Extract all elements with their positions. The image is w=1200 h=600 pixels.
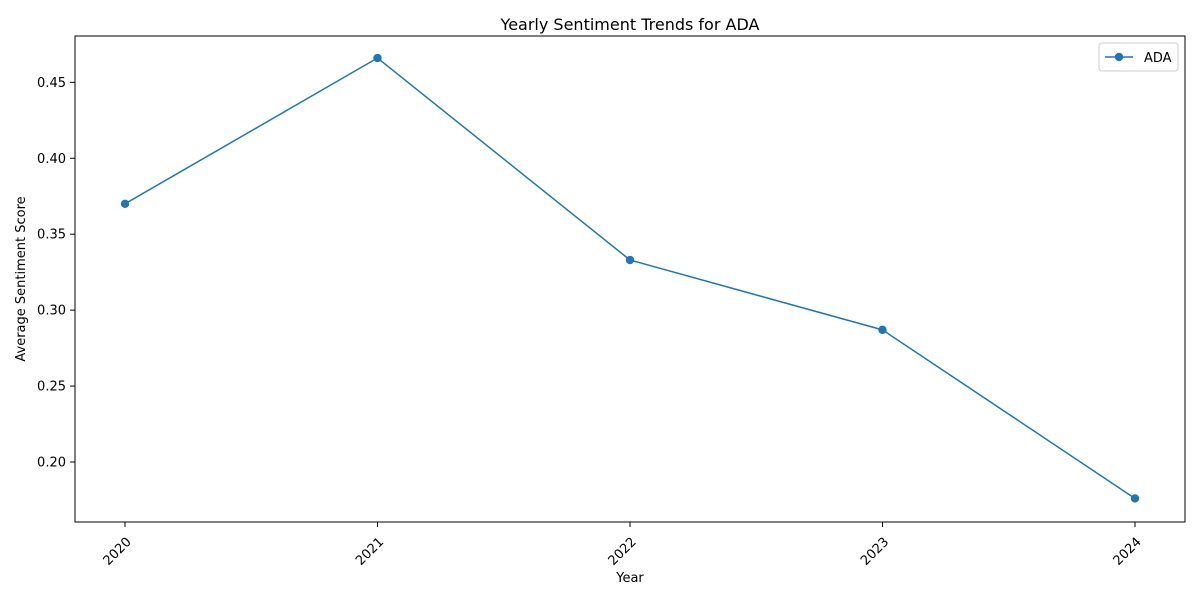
y-tick-label: 0.30 bbox=[37, 304, 66, 319]
legend-label: ADA bbox=[1144, 51, 1172, 66]
x-tick-label: 2020 bbox=[101, 535, 135, 569]
data-point bbox=[878, 325, 887, 335]
y-axis-label: Average Sentiment Score bbox=[14, 196, 29, 361]
series-line-ada bbox=[124, 57, 1136, 500]
y-tick-label: 0.40 bbox=[37, 152, 66, 167]
y-tick-label: 0.20 bbox=[37, 456, 66, 471]
data-point bbox=[625, 255, 635, 265]
chart-title: Yearly Sentiment Trends for ADA bbox=[500, 15, 760, 34]
x-axis: 2020 2021 2022 2023 2024 bbox=[101, 522, 1145, 569]
y-axis: 0.20 0.25 0.30 0.35 0.40 0.45 bbox=[37, 76, 75, 471]
y-tick-label: 0.45 bbox=[37, 76, 66, 91]
legend: ADA bbox=[1098, 42, 1179, 72]
data-point bbox=[373, 53, 382, 63]
x-tick-label: 2024 bbox=[1111, 535, 1145, 569]
plot-area bbox=[74, 35, 1186, 523]
x-tick-label: 2023 bbox=[858, 535, 892, 569]
x-axis-label: Year bbox=[615, 571, 644, 586]
x-tick-label: 2022 bbox=[606, 535, 640, 569]
data-point bbox=[120, 199, 130, 209]
data-point bbox=[1130, 494, 1140, 503]
y-tick-label: 0.25 bbox=[37, 380, 66, 395]
legend-box bbox=[1098, 42, 1179, 72]
series-layer bbox=[120, 53, 1140, 503]
legend-marker bbox=[1114, 52, 1124, 62]
y-tick-label: 0.35 bbox=[37, 228, 66, 243]
x-tick-label: 2021 bbox=[353, 535, 387, 569]
